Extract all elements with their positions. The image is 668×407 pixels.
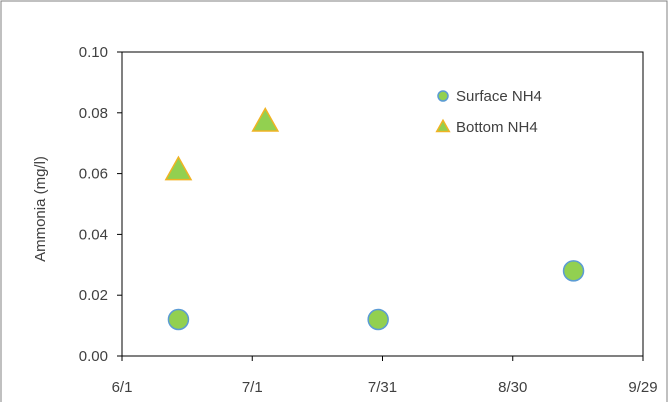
x-tick-label: 6/1	[112, 379, 133, 396]
legend-circle-marker	[437, 90, 449, 102]
x-tick-label: 7/31	[368, 379, 397, 396]
bottom-nh4-point	[251, 106, 280, 132]
y-tick-label: 0.02	[79, 287, 108, 304]
y-tick-label: 0.08	[79, 105, 108, 122]
surface-nh4-point	[167, 308, 190, 331]
surface-nh4-point	[562, 260, 585, 282]
legend-triangle-marker	[435, 118, 451, 133]
y-tick-label: 0.10	[79, 44, 108, 61]
x-tick-label: 9/29	[628, 379, 657, 396]
x-tick-label: 8/30	[498, 379, 527, 396]
x-axis: 6/1 7/1 7/31 8/30 9/29	[112, 356, 658, 396]
legend-label: Surface NH4	[456, 88, 542, 105]
plot-area	[121, 51, 644, 357]
y-axis-title: Ammonia (mg/l)	[32, 156, 49, 262]
y-tick-label: 0.04	[79, 226, 108, 243]
y-axis: 0.00 0.02 0.04 0.06 0.08 0.10	[79, 44, 122, 365]
bottom-nh4-point	[164, 155, 193, 181]
legend: Surface NH4 Bottom NH4	[435, 88, 542, 136]
y-tick-label: 0.00	[79, 348, 108, 365]
legend-label: Bottom NH4	[456, 119, 538, 136]
surface-nh4-point	[367, 308, 389, 331]
x-tick-label: 7/1	[242, 379, 263, 396]
data-markers	[164, 106, 585, 331]
y-tick-label: 0.06	[79, 166, 108, 183]
